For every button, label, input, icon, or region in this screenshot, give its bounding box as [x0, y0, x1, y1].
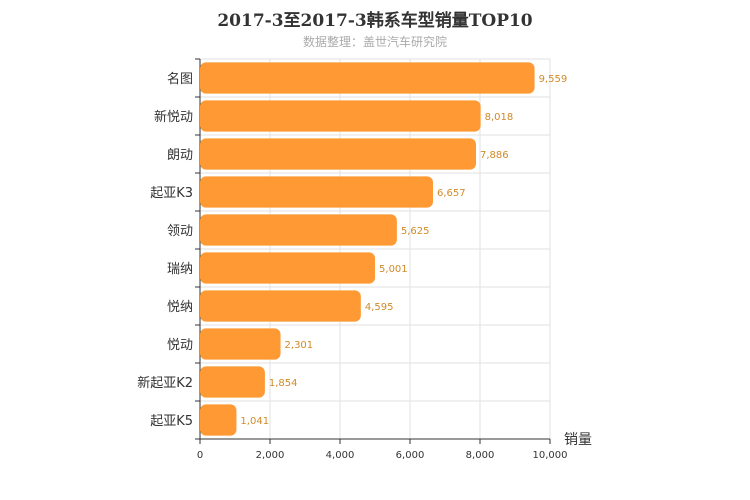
value-label: 8,018 [485, 112, 514, 123]
chart-subtitle: 数据整理：盖世汽车研究院 [302, 35, 447, 49]
value-label: 1,854 [269, 378, 298, 389]
bar-名图 [200, 62, 535, 94]
value-label: 5,001 [379, 264, 408, 275]
x-tick-label: 8,000 [466, 450, 495, 461]
bar-悦纳 [200, 290, 361, 322]
category-label: 名图 [167, 71, 193, 87]
x-tick-label: 10,000 [533, 450, 568, 461]
bar-新悦动 [200, 100, 481, 132]
category-label: 瑞纳 [167, 262, 193, 277]
category-label: 起亚K5 [150, 414, 193, 429]
category-label: 新起亚K2 [137, 375, 193, 391]
category-label: 领动 [167, 224, 193, 239]
value-label: 2,301 [285, 340, 314, 351]
bar-悦动 [200, 328, 281, 360]
value-label: 1,041 [240, 416, 269, 427]
value-label: 5,625 [401, 226, 430, 237]
value-label: 6,657 [437, 188, 466, 199]
bar-新起亚K2 [200, 366, 265, 398]
value-label: 4,595 [365, 302, 394, 313]
x-tick-label: 4,000 [326, 450, 355, 461]
category-label: 悦纳 [167, 300, 193, 315]
value-label: 7,886 [480, 150, 509, 161]
category-label: 起亚K3 [150, 186, 193, 201]
category-label: 悦动 [167, 338, 193, 353]
bar-领动 [200, 214, 397, 246]
bar-起亚K5 [200, 404, 237, 436]
x-axis-title: 销量 [564, 432, 592, 448]
x-tick-label: 0 [197, 450, 203, 461]
bar-朗动 [200, 138, 477, 170]
bar-瑞纳 [200, 252, 376, 284]
value-label: 9,559 [539, 74, 568, 85]
bar-起亚K3 [200, 176, 433, 208]
chart-title: 2017-3至2017-3韩系车型销量TOP10 [217, 11, 533, 31]
category-label: 新悦动 [154, 109, 193, 125]
x-tick-label: 6,000 [396, 450, 425, 461]
category-label: 朗动 [167, 148, 193, 163]
x-tick-label: 2,000 [256, 450, 285, 461]
